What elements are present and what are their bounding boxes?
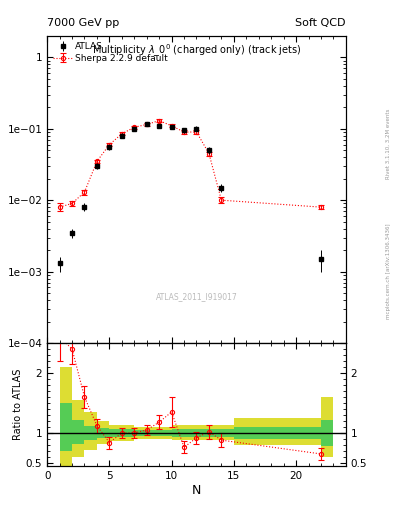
Y-axis label: Ratio to ATLAS: Ratio to ATLAS [13, 369, 23, 440]
Text: Rivet 3.1.10, 3.2M events: Rivet 3.1.10, 3.2M events [386, 108, 391, 179]
Text: mcplots.cern.ch [arXiv:1306.3436]: mcplots.cern.ch [arXiv:1306.3436] [386, 224, 391, 319]
X-axis label: N: N [192, 483, 201, 497]
Text: 7000 GeV pp: 7000 GeV pp [47, 18, 119, 28]
Text: ATLAS_2011_I919017: ATLAS_2011_I919017 [156, 292, 237, 302]
Text: Multiplicity $\lambda\_0^0$ (charged only) (track jets): Multiplicity $\lambda\_0^0$ (charged onl… [92, 42, 301, 58]
Text: Soft QCD: Soft QCD [296, 18, 346, 28]
Legend: ATLAS, Sherpa 2.2.9 default: ATLAS, Sherpa 2.2.9 default [51, 40, 170, 65]
